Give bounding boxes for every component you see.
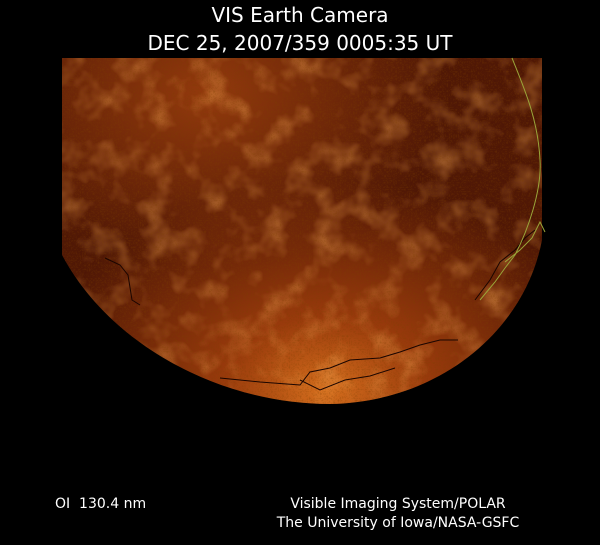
coastlines bbox=[104, 229, 536, 391]
timestamp: DEC 25, 2007/359 0005:35 UT bbox=[148, 31, 454, 55]
credit-line: The University of Iowa/NASA-GSFC bbox=[276, 515, 520, 531]
limb-line bbox=[504, 220, 546, 263]
limb-line bbox=[479, 57, 541, 301]
wavelength: OI 130.4 nm bbox=[55, 496, 146, 512]
earth-image bbox=[62, 58, 542, 404]
title: VIS Earth Camera bbox=[211, 3, 388, 27]
credit-line: Visible Imaging System/POLAR bbox=[290, 496, 506, 512]
